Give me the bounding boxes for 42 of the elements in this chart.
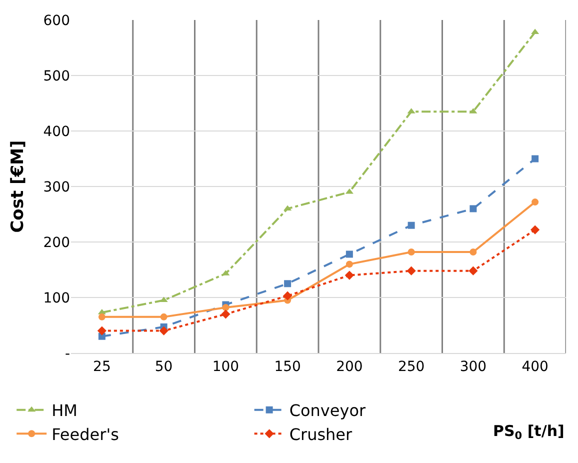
y-tick-label: 300 (43, 179, 70, 196)
x-axis-title: PS$_{0}$ [t/h] (493, 422, 564, 442)
x-tick-label: 250 (398, 358, 425, 375)
point (344, 270, 354, 280)
point (283, 291, 292, 300)
point (530, 225, 540, 234)
point (406, 266, 416, 276)
point (97, 326, 106, 336)
point (221, 310, 230, 319)
point (284, 280, 292, 288)
legend-label: Feeder's (52, 424, 119, 444)
point (346, 250, 353, 258)
point (470, 248, 477, 256)
point (470, 205, 477, 212)
point (408, 248, 415, 256)
x-tick-label: 25 (93, 358, 111, 375)
y-tick-label: 400 (43, 124, 70, 140)
x-tick-label: 50 (154, 358, 173, 375)
point (346, 260, 353, 268)
x-tick-label: 400 (522, 358, 548, 375)
y-tick-label: 600 (43, 12, 70, 29)
x-tick-label: 100 (212, 358, 240, 375)
y-tick-label: - (64, 346, 70, 362)
y-tick-label: 100 (43, 290, 70, 306)
point (159, 326, 168, 336)
x-tick-label: 150 (274, 358, 301, 375)
legend-label: Conveyor (289, 401, 366, 420)
x-tick-label: 300 (460, 358, 487, 375)
y-tick-label: 500 (43, 68, 70, 84)
y-axis-title: Cost [€M] (8, 140, 28, 233)
point (160, 313, 168, 320)
point (532, 155, 539, 162)
point (98, 313, 106, 320)
point (160, 296, 168, 302)
point (468, 266, 478, 276)
point (408, 222, 415, 229)
legend-label: HM (52, 401, 78, 420)
legend-label: Crusher (289, 424, 353, 444)
point (532, 198, 539, 206)
y-tick-label: 200 (43, 234, 70, 251)
point (222, 304, 230, 311)
x-tick-label: 200 (336, 358, 363, 375)
